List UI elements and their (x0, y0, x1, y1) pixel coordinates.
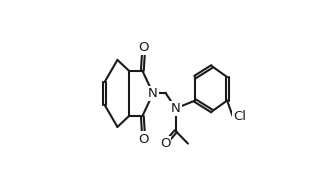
Text: O: O (138, 132, 149, 146)
Text: N: N (148, 87, 158, 100)
Text: O: O (138, 41, 149, 54)
Text: Cl: Cl (233, 110, 246, 123)
Text: N: N (171, 102, 181, 115)
Text: O: O (160, 137, 170, 150)
